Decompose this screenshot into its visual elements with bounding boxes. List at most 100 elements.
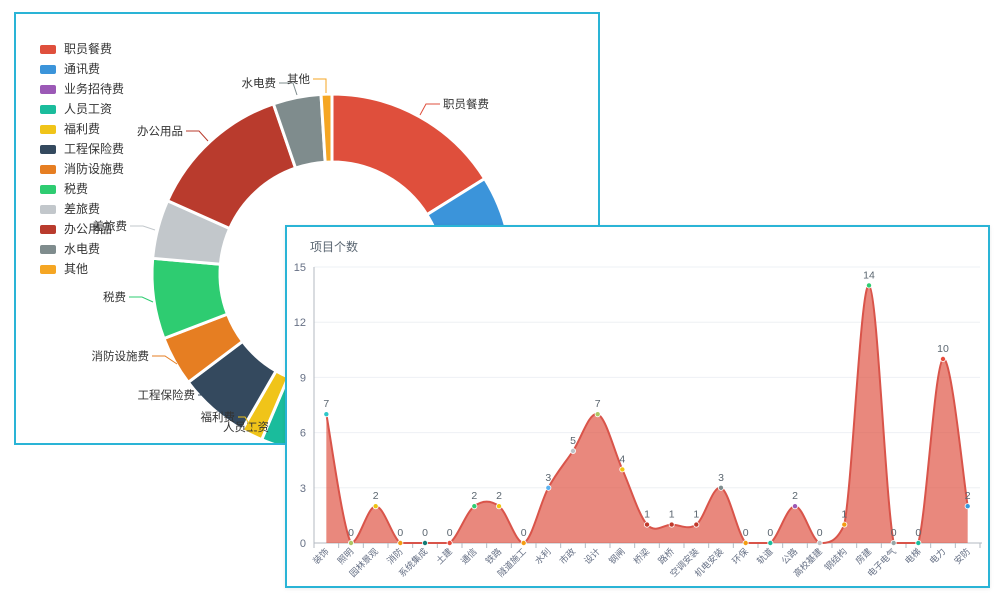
- pie-label-line: [279, 82, 298, 96]
- data-point-房建[interactable]: [866, 282, 873, 289]
- pie-label: 水电费: [242, 77, 277, 90]
- legend-label: 差旅费: [64, 202, 101, 216]
- y-axis-label: 12: [294, 317, 306, 329]
- pie-label-line: [129, 296, 154, 303]
- x-axis-label-钢结构: 钢结构: [822, 546, 849, 573]
- legend-swatch: [40, 64, 56, 74]
- legend-item[interactable]: 工程保险费: [40, 139, 124, 159]
- pie-label-line: [313, 78, 327, 93]
- x-axis-label-铁路: 铁路: [483, 546, 504, 567]
- legend-swatch: [40, 84, 56, 94]
- x-axis-label-房建: 房建: [853, 546, 874, 567]
- data-point-路桥[interactable]: [668, 521, 675, 528]
- data-point-高校基建[interactable]: [816, 539, 823, 546]
- legend-item[interactable]: 通讯费: [40, 59, 124, 79]
- y-axis-label: 9: [300, 372, 306, 384]
- data-point-公路[interactable]: [791, 503, 798, 510]
- value-label: 0: [915, 527, 921, 539]
- pie-label: 税费: [103, 290, 126, 304]
- legend-swatch: [40, 244, 56, 254]
- x-axis-label-电力: 电力: [927, 546, 948, 567]
- data-point-水利[interactable]: [545, 484, 552, 491]
- data-point-桥梁[interactable]: [643, 521, 650, 528]
- legend-item[interactable]: 业务招待费: [40, 79, 124, 99]
- legend-item[interactable]: 消防设施费: [40, 159, 124, 179]
- x-axis-label-路桥: 路桥: [656, 546, 677, 567]
- legend-swatch: [40, 104, 56, 114]
- x-axis-label-公路: 公路: [779, 546, 800, 567]
- data-point-铁路[interactable]: [495, 503, 502, 510]
- x-axis-label-通信: 通信: [458, 546, 479, 567]
- legend-swatch: [40, 264, 56, 274]
- value-label: 14: [863, 269, 875, 281]
- legend-item[interactable]: 福利费: [40, 119, 124, 139]
- pie-label-line: [130, 225, 156, 231]
- legend-item[interactable]: 其他: [40, 259, 124, 279]
- legend-item[interactable]: 职员餐费: [40, 39, 124, 59]
- data-point-装饰[interactable]: [323, 411, 330, 418]
- legend-item[interactable]: 水电费: [40, 239, 124, 259]
- x-axis-label-钢闸: 钢闸: [606, 546, 627, 567]
- pie-slice-办公用品[interactable]: [166, 102, 298, 230]
- value-label: 0: [422, 527, 428, 539]
- x-axis-label-桥梁: 桥梁: [631, 546, 652, 567]
- data-point-电子电气[interactable]: [890, 539, 897, 546]
- donut-legend: 职员餐费通讯费业务招待费人员工资福利费工程保险费消防设施费税费差旅费办公用品 水电…: [40, 39, 124, 279]
- x-axis-label-电梯: 电梯: [902, 546, 923, 567]
- x-axis-label-照明: 照明: [336, 546, 356, 566]
- data-point-机电安装[interactable]: [717, 484, 724, 491]
- legend-label: 其他: [64, 262, 89, 276]
- value-label: 0: [521, 527, 527, 539]
- data-point-轨道[interactable]: [767, 539, 774, 546]
- pie-label-line: [186, 130, 209, 142]
- data-point-照明[interactable]: [348, 539, 355, 546]
- x-axis-label-消防: 消防: [384, 546, 405, 567]
- data-point-隧道施工[interactable]: [520, 539, 527, 546]
- value-label: 0: [817, 527, 823, 539]
- value-label: 0: [891, 527, 897, 539]
- legend-swatch: [40, 204, 56, 214]
- legend-label: 通讯费: [64, 62, 101, 76]
- value-label: 1: [693, 509, 699, 521]
- legend-label: 税费: [64, 182, 89, 196]
- pie-label-line: [238, 416, 255, 433]
- pie-label: 工程保险费: [138, 388, 196, 402]
- data-point-电力[interactable]: [940, 355, 947, 362]
- value-label: 1: [669, 509, 675, 521]
- data-point-通信[interactable]: [471, 503, 478, 510]
- data-point-土建[interactable]: [446, 539, 453, 546]
- legend-item[interactable]: 差旅费: [40, 199, 124, 219]
- data-point-设计[interactable]: [594, 411, 601, 418]
- legend-item[interactable]: 办公用品: [40, 219, 124, 239]
- data-point-环保[interactable]: [742, 539, 749, 546]
- y-axis-label: 3: [300, 483, 306, 495]
- data-point-市政[interactable]: [569, 447, 576, 454]
- data-point-安防[interactable]: [964, 503, 971, 510]
- value-label: 3: [545, 472, 551, 484]
- data-point-钢闸[interactable]: [619, 466, 626, 473]
- value-label: 2: [373, 490, 379, 502]
- legend-item[interactable]: 人员工资: [40, 99, 124, 119]
- legend-label: 职员餐费: [64, 42, 113, 56]
- legend-label: 工程保险费: [64, 142, 125, 156]
- pie-label: 消防设施费: [92, 349, 150, 363]
- legend-swatch: [40, 44, 56, 54]
- value-label: 2: [965, 490, 971, 502]
- legend-item[interactable]: 税费: [40, 179, 124, 199]
- legend-label: 人员工资: [64, 102, 113, 116]
- pie-label: 差旅费: [93, 219, 128, 233]
- legend-swatch: [40, 164, 56, 174]
- data-point-系统集成[interactable]: [421, 539, 428, 546]
- data-point-消防[interactable]: [397, 539, 404, 546]
- pie-label-line: [198, 394, 221, 409]
- data-point-空调安装[interactable]: [693, 521, 700, 528]
- data-point-电梯[interactable]: [915, 539, 922, 546]
- value-label: 7: [595, 398, 601, 410]
- data-point-钢结构[interactable]: [841, 521, 848, 528]
- value-label: 5: [570, 435, 576, 447]
- pie-slice-其他[interactable]: [319, 92, 334, 164]
- legend-swatch: [40, 184, 56, 194]
- data-point-园林景观[interactable]: [372, 503, 379, 510]
- value-label: 1: [644, 509, 650, 521]
